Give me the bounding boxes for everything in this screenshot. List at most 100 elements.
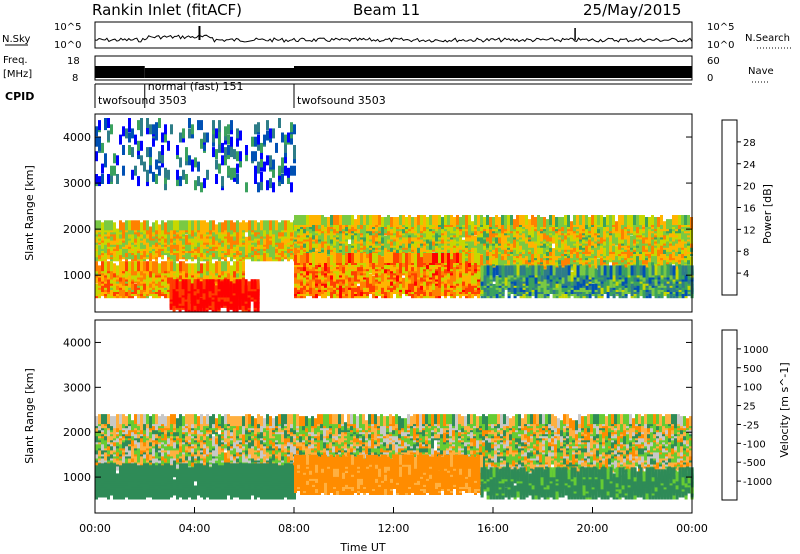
heatmap-cell: [193, 279, 197, 290]
heatmap-cell: [179, 241, 182, 251]
heatmap-cell: [336, 267, 339, 278]
heatmap-cell: [381, 225, 384, 236]
heatmap-cell: [218, 222, 221, 233]
heatmap-cell: [618, 215, 621, 225]
heatmap-cell: [387, 253, 390, 263]
heatmap-cell: [107, 277, 110, 288]
heatmap-cell: [420, 257, 423, 268]
heatmap-cell: [468, 239, 471, 250]
heatmap-cell: [348, 286, 351, 297]
heatmap-cell: [462, 259, 465, 270]
heatmap-cell: [206, 222, 209, 233]
heatmap-cell: [435, 215, 438, 225]
heatmap-cell: [516, 215, 519, 225]
heatmap-cell: [233, 222, 236, 233]
heatmap-cell: [152, 222, 155, 233]
heatmap-cell: [197, 261, 200, 272]
heatmap-cell: [657, 227, 660, 238]
heatmap-cell: [239, 261, 242, 272]
heatmap-cell: [224, 261, 227, 272]
heatmap-cell: [363, 227, 366, 238]
heatmap-cell: [149, 267, 152, 278]
heatmap-cell: [687, 241, 690, 252]
heatmap-cell: [510, 282, 514, 292]
frequency-block: [144, 68, 294, 78]
heatmap-cell: [333, 215, 336, 225]
heatmap-cell: [131, 220, 134, 231]
heatmap-cell: [227, 230, 230, 241]
heatmap-cell: [241, 279, 245, 290]
frequency-block: [294, 66, 692, 78]
heatmap-cell: [576, 279, 580, 290]
heatmap-cell: [185, 234, 188, 245]
heatmap-cell: [110, 267, 113, 278]
heatmap-cell: [591, 284, 595, 294]
heatmap-cell: [615, 221, 618, 232]
heatmap-cell: [444, 231, 447, 242]
heatmap-cell: [113, 230, 116, 241]
heatmap-cell: [483, 227, 486, 238]
heatmap-cell: [399, 279, 402, 290]
heatmap-cell: [230, 220, 233, 231]
heatmap-cell: [495, 265, 499, 276]
heatmap-cell: [612, 233, 615, 244]
heatmap-cell: [474, 235, 477, 246]
heatmap-cell: [561, 267, 565, 278]
heatmap-cell: [657, 217, 660, 227]
heatmap-cell: [420, 263, 423, 274]
heatmap-cell: [140, 222, 143, 233]
heatmap-cell: [585, 244, 588, 254]
heatmap-cell: [155, 282, 158, 292]
heatmap-cell: [513, 265, 517, 276]
heatmap-cell: [579, 273, 583, 284]
heatmap-cell: [321, 253, 324, 263]
heatmap-cell: [354, 246, 357, 257]
noise-left-tick-top: 10^5: [54, 22, 81, 33]
heatmap-cell: [438, 277, 441, 288]
heatmap-cell: [98, 220, 101, 231]
noise-sky-line: [94, 34, 693, 43]
heatmap-cell: [256, 279, 260, 290]
heatmap-cell: [549, 265, 553, 276]
heatmap-cell: [639, 237, 642, 248]
heatmap-cell: [429, 215, 432, 225]
heatmap-cell: [552, 233, 555, 244]
heatmap-cell: [600, 227, 603, 238]
heatmap-cell: [681, 227, 684, 238]
heatmap-cell: [453, 288, 456, 299]
heatmap-cell: [269, 241, 272, 251]
heatmap-cell: [247, 295, 251, 306]
heatmap-cell: [185, 263, 188, 274]
heatmap-cell: [161, 234, 164, 245]
heatmap-cell: [381, 217, 384, 227]
heatmap-cell: [636, 215, 639, 225]
heatmap-cell: [492, 267, 496, 278]
heatmap-cell: [417, 215, 420, 225]
heatmap-cell: [507, 265, 511, 276]
heatmap-cell: [209, 261, 212, 272]
heatmap-cell: [537, 215, 540, 225]
heatmap-cell: [170, 220, 173, 231]
heatmap-cell: [345, 282, 348, 292]
heatmap-cell: [381, 277, 384, 288]
heatmap-cell: [420, 215, 423, 225]
heatmap-cell: [450, 259, 453, 270]
heatmap-cell: [384, 235, 387, 246]
heatmap-cell: [191, 226, 194, 237]
noise-panel: N.Sky 10^5 10^0 10^5 10^0 N.Search: [2, 21, 793, 51]
heatmap-cell: [119, 267, 122, 278]
heatmap-cell: [483, 217, 486, 227]
heatmap-cell: [179, 261, 182, 272]
heatmap-cell: [242, 220, 245, 231]
heatmap-cell: [453, 253, 456, 263]
station-title: Rankin Inlet (fitACF): [92, 1, 242, 19]
heatmap-cell: [300, 215, 303, 225]
heatmap-cell: [185, 220, 188, 231]
heatmap-cell: [351, 288, 354, 299]
heatmap-cell: [381, 257, 384, 268]
heatmap-cell: [471, 221, 474, 232]
heatmap-cell: [306, 215, 309, 225]
heatmap-cell: [441, 253, 444, 263]
heatmap-cell: [104, 261, 107, 272]
